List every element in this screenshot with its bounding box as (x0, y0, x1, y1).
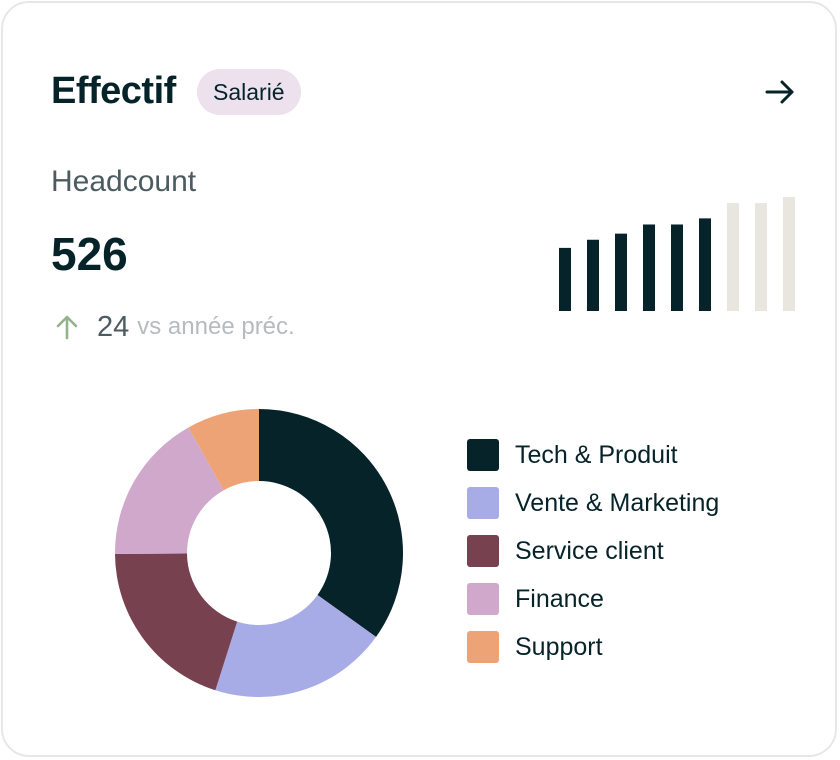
legend-item[interactable]: Finance (467, 583, 719, 615)
trend-bar (587, 239, 599, 311)
legend-label: Finance (515, 584, 604, 613)
trend-bar (699, 218, 711, 311)
trend-bar (559, 247, 571, 311)
card-title: Effectif (51, 70, 176, 112)
legend-label: Tech & Produit (515, 440, 678, 469)
legend-swatch (467, 439, 499, 471)
delta-value: 24 (97, 310, 130, 343)
trend-bar (783, 197, 795, 311)
legend-swatch (467, 535, 499, 567)
headcount-value: 526 (51, 228, 128, 280)
donut-slice-4[interactable] (188, 409, 259, 491)
legend-label: Vente & Marketing (515, 488, 720, 517)
legend-swatch (467, 487, 499, 519)
headcount-delta: 24 vs année préc. (51, 309, 295, 345)
legend-item[interactable]: Support (467, 631, 719, 663)
legend-item[interactable]: Vente & Marketing (467, 487, 719, 519)
trend-bar (671, 224, 683, 311)
legend-item[interactable]: Service client (467, 535, 719, 567)
delta-caption: vs année préc. (137, 313, 295, 340)
arrow-up-icon (56, 315, 78, 340)
arrow-right-icon[interactable] (761, 73, 799, 111)
trend-bar (727, 203, 739, 311)
employee-type-badge: Salarié (197, 69, 301, 115)
headcount-label: Headcount (51, 165, 197, 198)
legend-swatch (467, 631, 499, 663)
donut-slice-1[interactable] (215, 594, 377, 697)
department-legend: Tech & Produit Vente & Marketing Service c… (467, 439, 719, 679)
trend-bar (643, 224, 655, 311)
donut-slice-0[interactable] (259, 409, 403, 637)
headcount-trend-bars (559, 197, 795, 311)
department-donut-chart (115, 409, 403, 697)
donut-slice-2[interactable] (115, 553, 238, 691)
legend-swatch (467, 583, 499, 615)
trend-bar (615, 233, 627, 311)
legend-item[interactable]: Tech & Produit (467, 439, 719, 471)
trend-bar (755, 203, 767, 311)
donut-slice-3[interactable] (115, 427, 224, 554)
legend-label: Support (515, 632, 603, 661)
legend-label: Service client (515, 536, 664, 565)
